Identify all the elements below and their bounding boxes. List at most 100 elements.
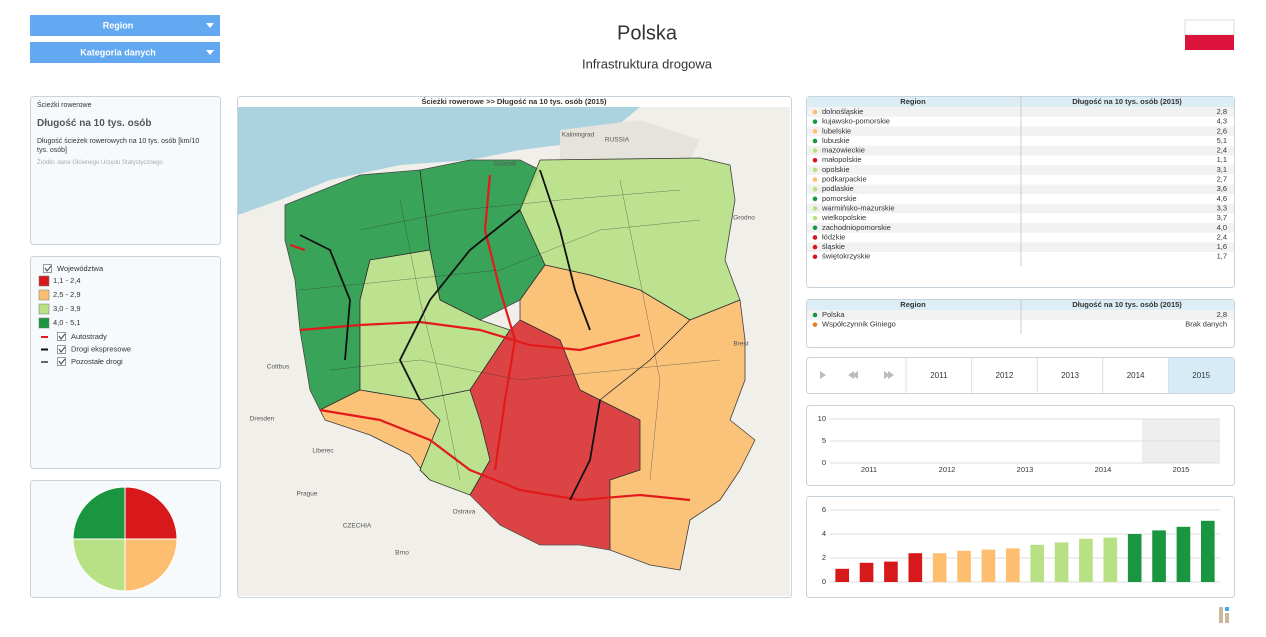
row-dot [812, 186, 818, 192]
row-value: 1,7 [1217, 252, 1227, 261]
row-value: 5,1 [1217, 136, 1227, 145]
column-header: Długość na 10 tys. osób (2015) [1072, 97, 1182, 106]
page-title: Polska [617, 22, 678, 44]
year-button[interactable]: 2012 [996, 371, 1014, 380]
map-place: Cottbus [267, 364, 290, 371]
legend-swatch [38, 289, 50, 301]
map-place: Liberec [312, 448, 334, 455]
row-dot [812, 157, 818, 163]
row-value: 3,3 [1217, 203, 1227, 212]
map [238, 107, 790, 596]
row-name: opolskie [822, 165, 850, 174]
bar [932, 553, 947, 582]
bar [884, 561, 898, 582]
map-place: Kaliningrad [562, 132, 595, 139]
legend-label: Autostrady [71, 332, 107, 341]
row-name: dolnośląskie [822, 107, 863, 116]
row-name: świętokrzyskie [822, 252, 870, 261]
year-button[interactable]: 2014 [1127, 371, 1145, 380]
row-dot [812, 254, 818, 260]
y-tick-label: 0 [822, 458, 826, 467]
row-dot [812, 119, 818, 124]
row-name: warmińsko-mazurskie [821, 203, 895, 212]
bar [981, 549, 996, 582]
legend-label: 4,0 - 5,1 [53, 318, 81, 327]
legend-label: Drogi ekspresowe [71, 344, 131, 353]
x-tick-label: 2015 [1173, 465, 1190, 474]
pie-slice [124, 486, 178, 540]
row-name: pomorskie [822, 194, 857, 203]
row-name: zachodniopomorskie [822, 223, 891, 232]
year-button[interactable]: 2013 [1061, 371, 1079, 380]
y-tick-label: 10 [818, 414, 826, 423]
row-dot [812, 215, 818, 221]
y-tick-label: 5 [822, 436, 826, 445]
row-dot [812, 167, 818, 173]
dropdown-arrow [206, 23, 214, 28]
row-value: 1,1 [1217, 155, 1227, 164]
x-tick-label: 2013 [1017, 465, 1034, 474]
row-value: 4,3 [1217, 117, 1227, 126]
row-name: mazowieckie [822, 146, 865, 155]
row-name: lubuskie [822, 136, 850, 145]
row-value: 1,6 [1217, 242, 1227, 251]
bar [859, 562, 874, 582]
row-name: Współczynnik Giniego [822, 320, 896, 329]
x-tick-label: 2014 [1095, 465, 1112, 474]
row-dot [812, 206, 818, 211]
info-breadcrumb: Ścieżki rowerowe [37, 102, 92, 109]
bar [1127, 534, 1142, 582]
info-title: Długość na 10 tys. osób [37, 118, 152, 129]
map-place: Ostrava [453, 509, 476, 516]
row-value: 2,4 [1217, 146, 1227, 155]
column-header: Region [900, 300, 926, 309]
row-value: 2,7 [1217, 175, 1227, 184]
map-place: Brno [395, 550, 409, 557]
pie-slice [124, 538, 178, 592]
bar [1176, 526, 1191, 582]
year-button[interactable]: 2011 [930, 371, 948, 380]
row-dot [812, 322, 818, 327]
row-name: podkarpackie [822, 175, 867, 184]
checkboxes[interactable] [43, 264, 66, 366]
map-place: RUSSIA [605, 137, 630, 144]
legend-title: Województwa [57, 264, 104, 273]
flag-white [1184, 19, 1235, 36]
row-value: 2,8 [1217, 107, 1227, 116]
legend-swatch [38, 303, 50, 315]
row-dot [812, 177, 818, 182]
row-value: 3,7 [1217, 213, 1227, 222]
category-label: Kategoria danych [80, 47, 156, 57]
row-name: podlaskie [822, 184, 854, 193]
y-tick-label: 2 [822, 553, 826, 562]
row-dot [812, 138, 818, 144]
row-name: kujawsko-pomorskie [822, 117, 890, 126]
row-dot [812, 109, 818, 115]
player-controls[interactable] [820, 371, 894, 379]
row-name: małopolskie [822, 155, 862, 164]
y-tick-label: 0 [822, 577, 826, 586]
map-place: CZECHIA [343, 523, 372, 530]
check-marks [44, 265, 66, 366]
map-place: Prague [297, 491, 318, 498]
legend-swatch [38, 317, 50, 329]
bar [835, 568, 850, 582]
flag-red [1185, 35, 1234, 50]
x-tick-label: 2011 [861, 465, 877, 474]
info-description: Długość ścieżek rowerowych na 10 tys. os… [37, 138, 200, 154]
info-source: Źródło: dane Głównego Urzędu Statystyczn… [37, 160, 163, 166]
row-name: śląskie [822, 242, 845, 251]
page-subtitle: Infrastruktura drogowa [582, 56, 713, 71]
year-button[interactable]: 2015 [1192, 371, 1210, 380]
row-dot [812, 225, 818, 231]
row-dot [812, 148, 818, 153]
column-header: Długość na 10 tys. osób (2015) [1072, 300, 1182, 309]
row-value: 2,6 [1217, 126, 1227, 135]
y-tick-label: 6 [822, 505, 826, 514]
category-dropdown[interactable] [30, 42, 220, 63]
row-name: wielkopolskie [821, 213, 866, 222]
bar [1103, 537, 1118, 582]
region-dropdown[interactable] [30, 15, 220, 36]
